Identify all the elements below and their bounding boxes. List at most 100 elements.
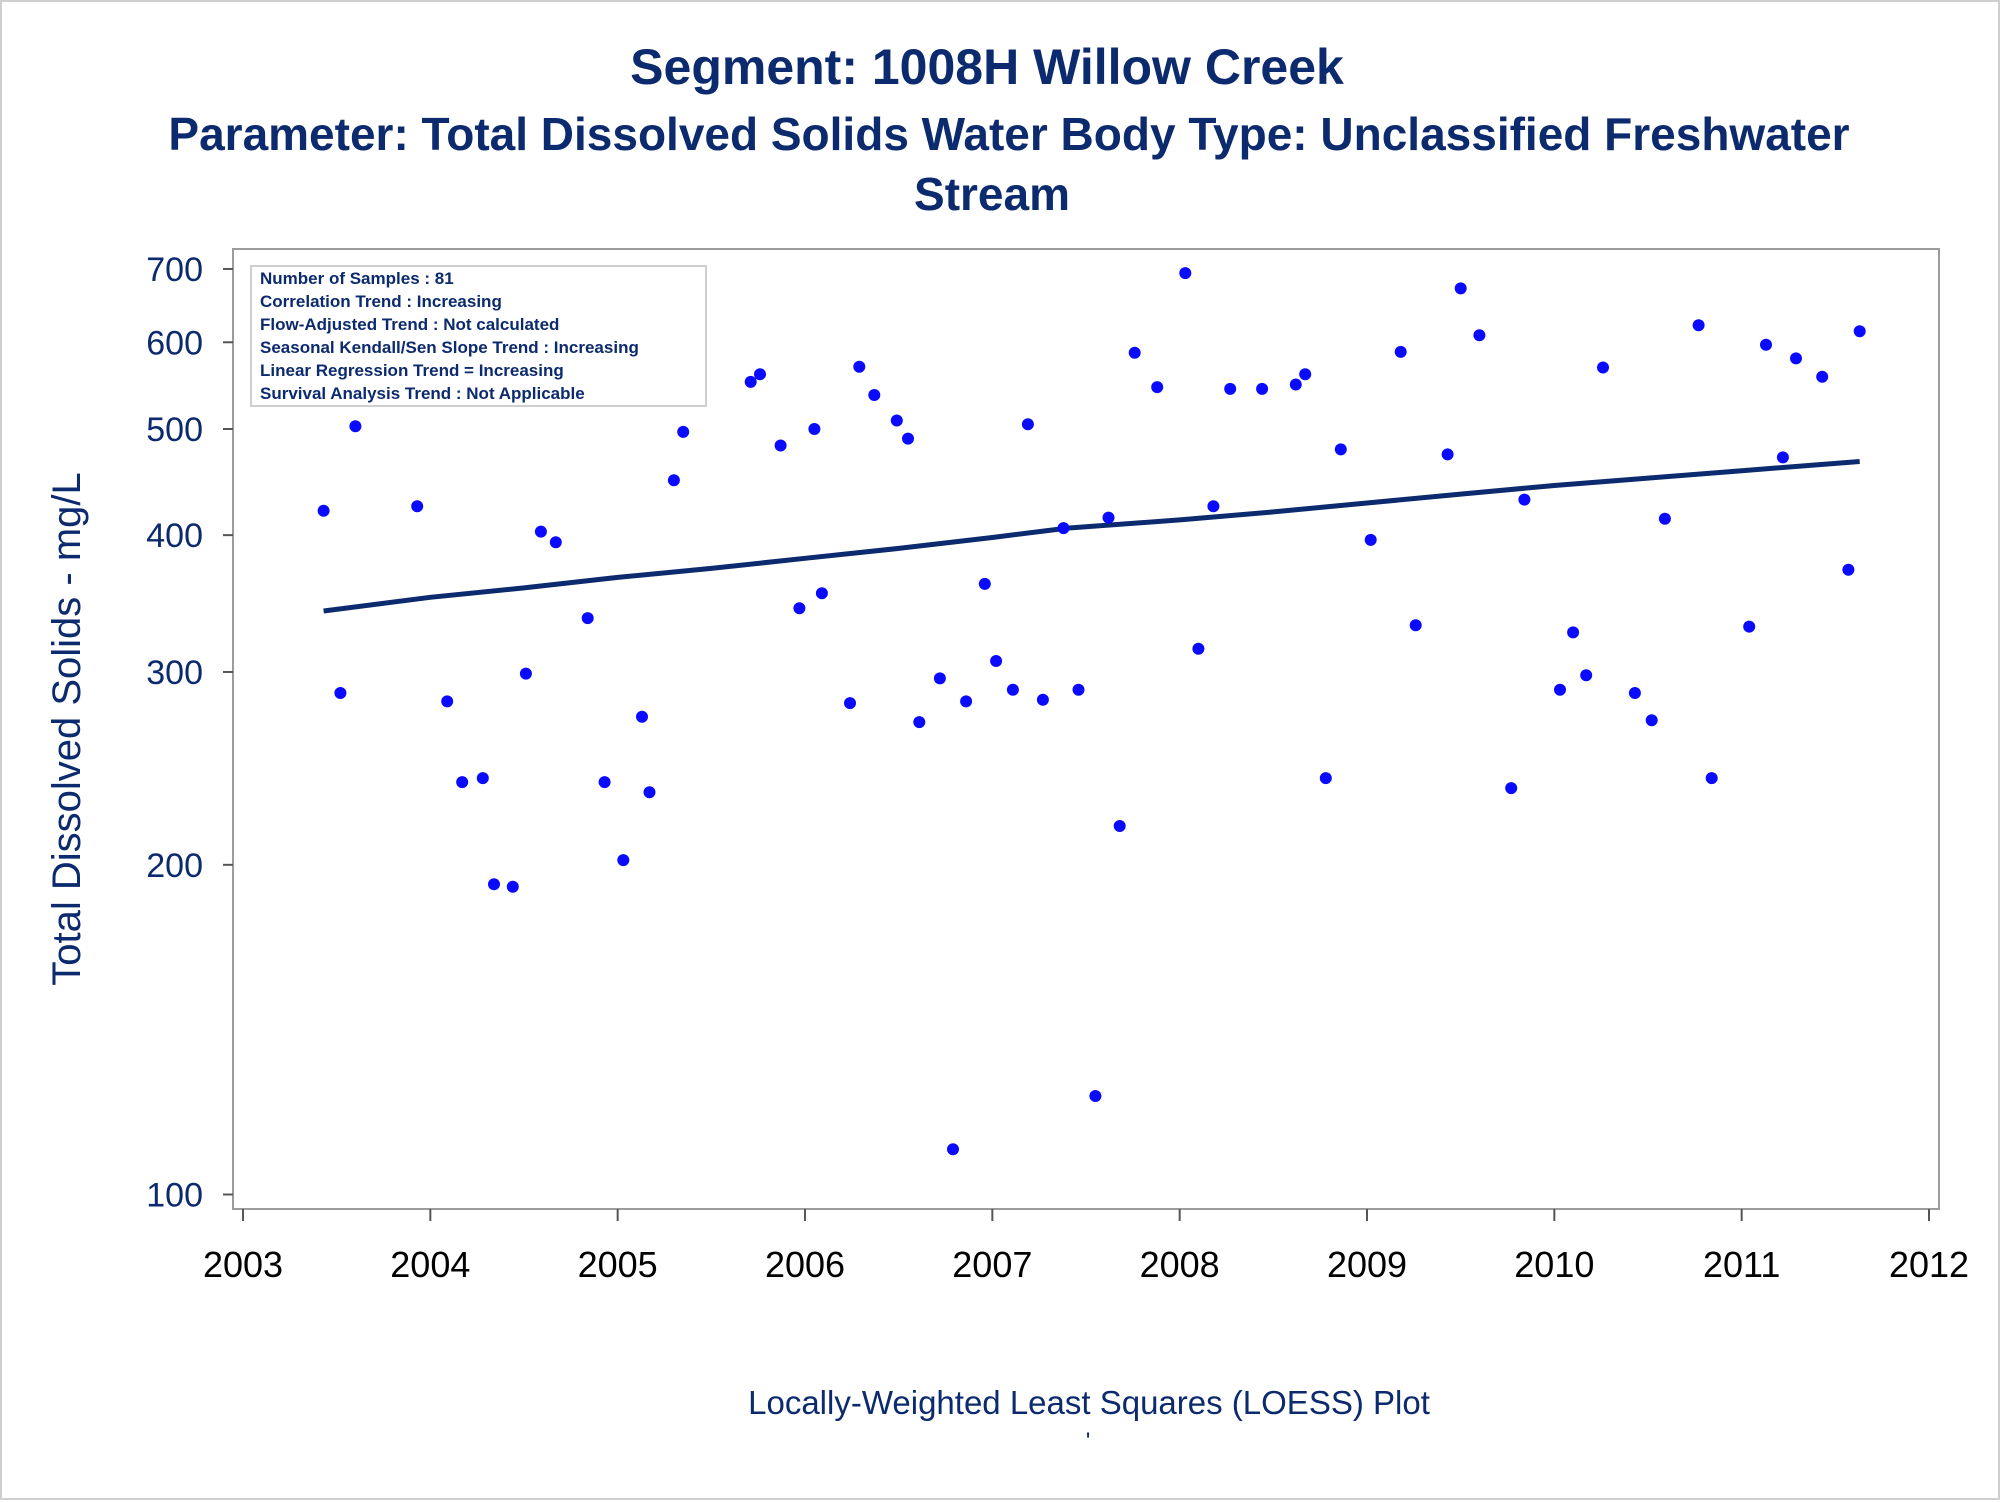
x-tick-label-2012: 2012: [1889, 1244, 1969, 1285]
data-point-52: [1224, 382, 1237, 395]
y-tick-label-200: 200: [146, 847, 203, 885]
data-point-37: [978, 577, 991, 590]
y-tick-label-600: 600: [146, 324, 203, 362]
data-point-16: [598, 776, 611, 789]
data-point-64: [1505, 782, 1518, 795]
data-point-15: [581, 612, 594, 625]
data-point-51: [1207, 500, 1220, 513]
data-point-18: [636, 710, 648, 723]
y-axis-label: Total Dissolved Solids - mg/L: [45, 472, 89, 986]
data-point-39: [1006, 683, 1019, 696]
data-point-44: [1089, 1090, 1102, 1102]
data-point-49: [1179, 267, 1192, 280]
data-point-72: [1658, 512, 1671, 525]
data-point-70: [1628, 687, 1641, 699]
data-point-27: [815, 587, 828, 600]
data-point-30: [868, 389, 881, 401]
chart-title-line-3: Stream: [914, 168, 1070, 220]
data-point-63: [1473, 329, 1486, 342]
data-point-54: [1289, 378, 1302, 391]
data-point-57: [1334, 443, 1347, 456]
stats-box: Number of Samples : 81 Correlation Trend…: [250, 265, 707, 407]
y-tick-label-700: 700: [146, 251, 203, 289]
data-point-7: [456, 776, 469, 789]
data-point-36: [960, 695, 973, 708]
stats-line-survival-analysis: Survival Analysis Trend : Not Applicable: [260, 384, 585, 403]
x-axis: 2003 2004 2005 2006 2007 2008 2009 2010 2011 2012: [203, 1209, 1969, 1285]
x-tick-label-2007: 2007: [952, 1244, 1032, 1285]
data-point-32: [902, 432, 914, 445]
plot-area: [232, 248, 1940, 1210]
x-tick-label-2004: 2004: [390, 1244, 470, 1285]
data-point-76: [1760, 338, 1772, 351]
data-point-78: [1790, 352, 1802, 365]
data-point-80: [1842, 563, 1855, 576]
data-point-33: [913, 716, 926, 729]
data-point-20: [667, 474, 680, 487]
data-point-4: [411, 500, 424, 513]
data-point-24: [774, 439, 787, 452]
data-point-69: [1597, 361, 1609, 374]
data-point-53: [1256, 382, 1269, 395]
stats-line-seasonal-kendall: Seasonal Kendall/Sen Slope Trend : Incre…: [260, 338, 639, 357]
data-point-2: [334, 687, 347, 699]
stats-line-flow-adjusted: Flow-Adjusted Trend : Not calculated: [260, 315, 559, 334]
data-point-42: [1057, 522, 1070, 535]
data-point-45: [1102, 511, 1115, 524]
stats-line-linear-regression: Linear Regression Trend = Increasing: [260, 361, 564, 380]
data-point-17: [617, 854, 630, 867]
data-point-66: [1554, 683, 1566, 696]
stats-line-samples: Number of Samples : 81: [260, 269, 454, 288]
data-point-12: [534, 525, 547, 538]
x-tick-label-2008: 2008: [1140, 1244, 1220, 1285]
data-point-81: [1853, 325, 1866, 338]
data-point-31: [890, 414, 903, 427]
data-point-75: [1743, 620, 1756, 633]
data-point-6: [441, 695, 454, 708]
data-point-8: [476, 772, 489, 785]
data-point-61: [1441, 448, 1454, 461]
data-point-58: [1364, 533, 1377, 546]
data-point-74: [1705, 772, 1718, 785]
data-point-21: [677, 425, 690, 438]
x-tick-label-2005: 2005: [578, 1244, 658, 1285]
y-tick-label-100: 100: [146, 1177, 203, 1215]
y-axis: 100 200 300 400 500 600 700: [146, 251, 233, 1215]
data-point-43: [1072, 683, 1085, 696]
data-point-55: [1299, 368, 1312, 381]
x-tick-label-2006: 2006: [765, 1244, 845, 1285]
data-points-layer: [317, 267, 1866, 1156]
data-point-68: [1580, 669, 1593, 682]
data-point-38: [990, 655, 1003, 667]
data-point-79: [1816, 370, 1829, 383]
stats-line-correlation: Correlation Trend : Increasing: [260, 292, 502, 311]
y-tick-label-500: 500: [146, 411, 203, 449]
data-point-50: [1192, 642, 1205, 655]
data-point-28: [844, 697, 856, 710]
data-point-67: [1567, 626, 1580, 639]
data-point-9: [488, 878, 500, 891]
data-point-77: [1776, 451, 1789, 464]
data-point-34: [933, 672, 946, 685]
data-point-3: [349, 420, 362, 433]
data-point-47: [1128, 346, 1141, 359]
data-point-48: [1151, 381, 1164, 394]
data-point-22: [744, 375, 757, 388]
chart-footnote: Locally-Weighted Least Squares (LOESS) P…: [748, 1384, 1430, 1421]
data-point-41: [1036, 693, 1049, 706]
data-point-26: [808, 423, 821, 435]
data-point-11: [519, 667, 532, 680]
x-tick-label-2010: 2010: [1514, 1244, 1594, 1285]
data-point-35: [947, 1143, 959, 1156]
data-point-71: [1645, 714, 1658, 727]
data-point-23: [754, 368, 766, 381]
stats-box-border: [250, 265, 707, 407]
data-point-19: [643, 786, 656, 799]
data-point-73: [1692, 319, 1705, 332]
data-point-25: [793, 602, 806, 615]
data-point-65: [1518, 493, 1531, 506]
footnote-mark: ': [1086, 1428, 1091, 1455]
y-tick-label-400: 400: [146, 517, 203, 555]
